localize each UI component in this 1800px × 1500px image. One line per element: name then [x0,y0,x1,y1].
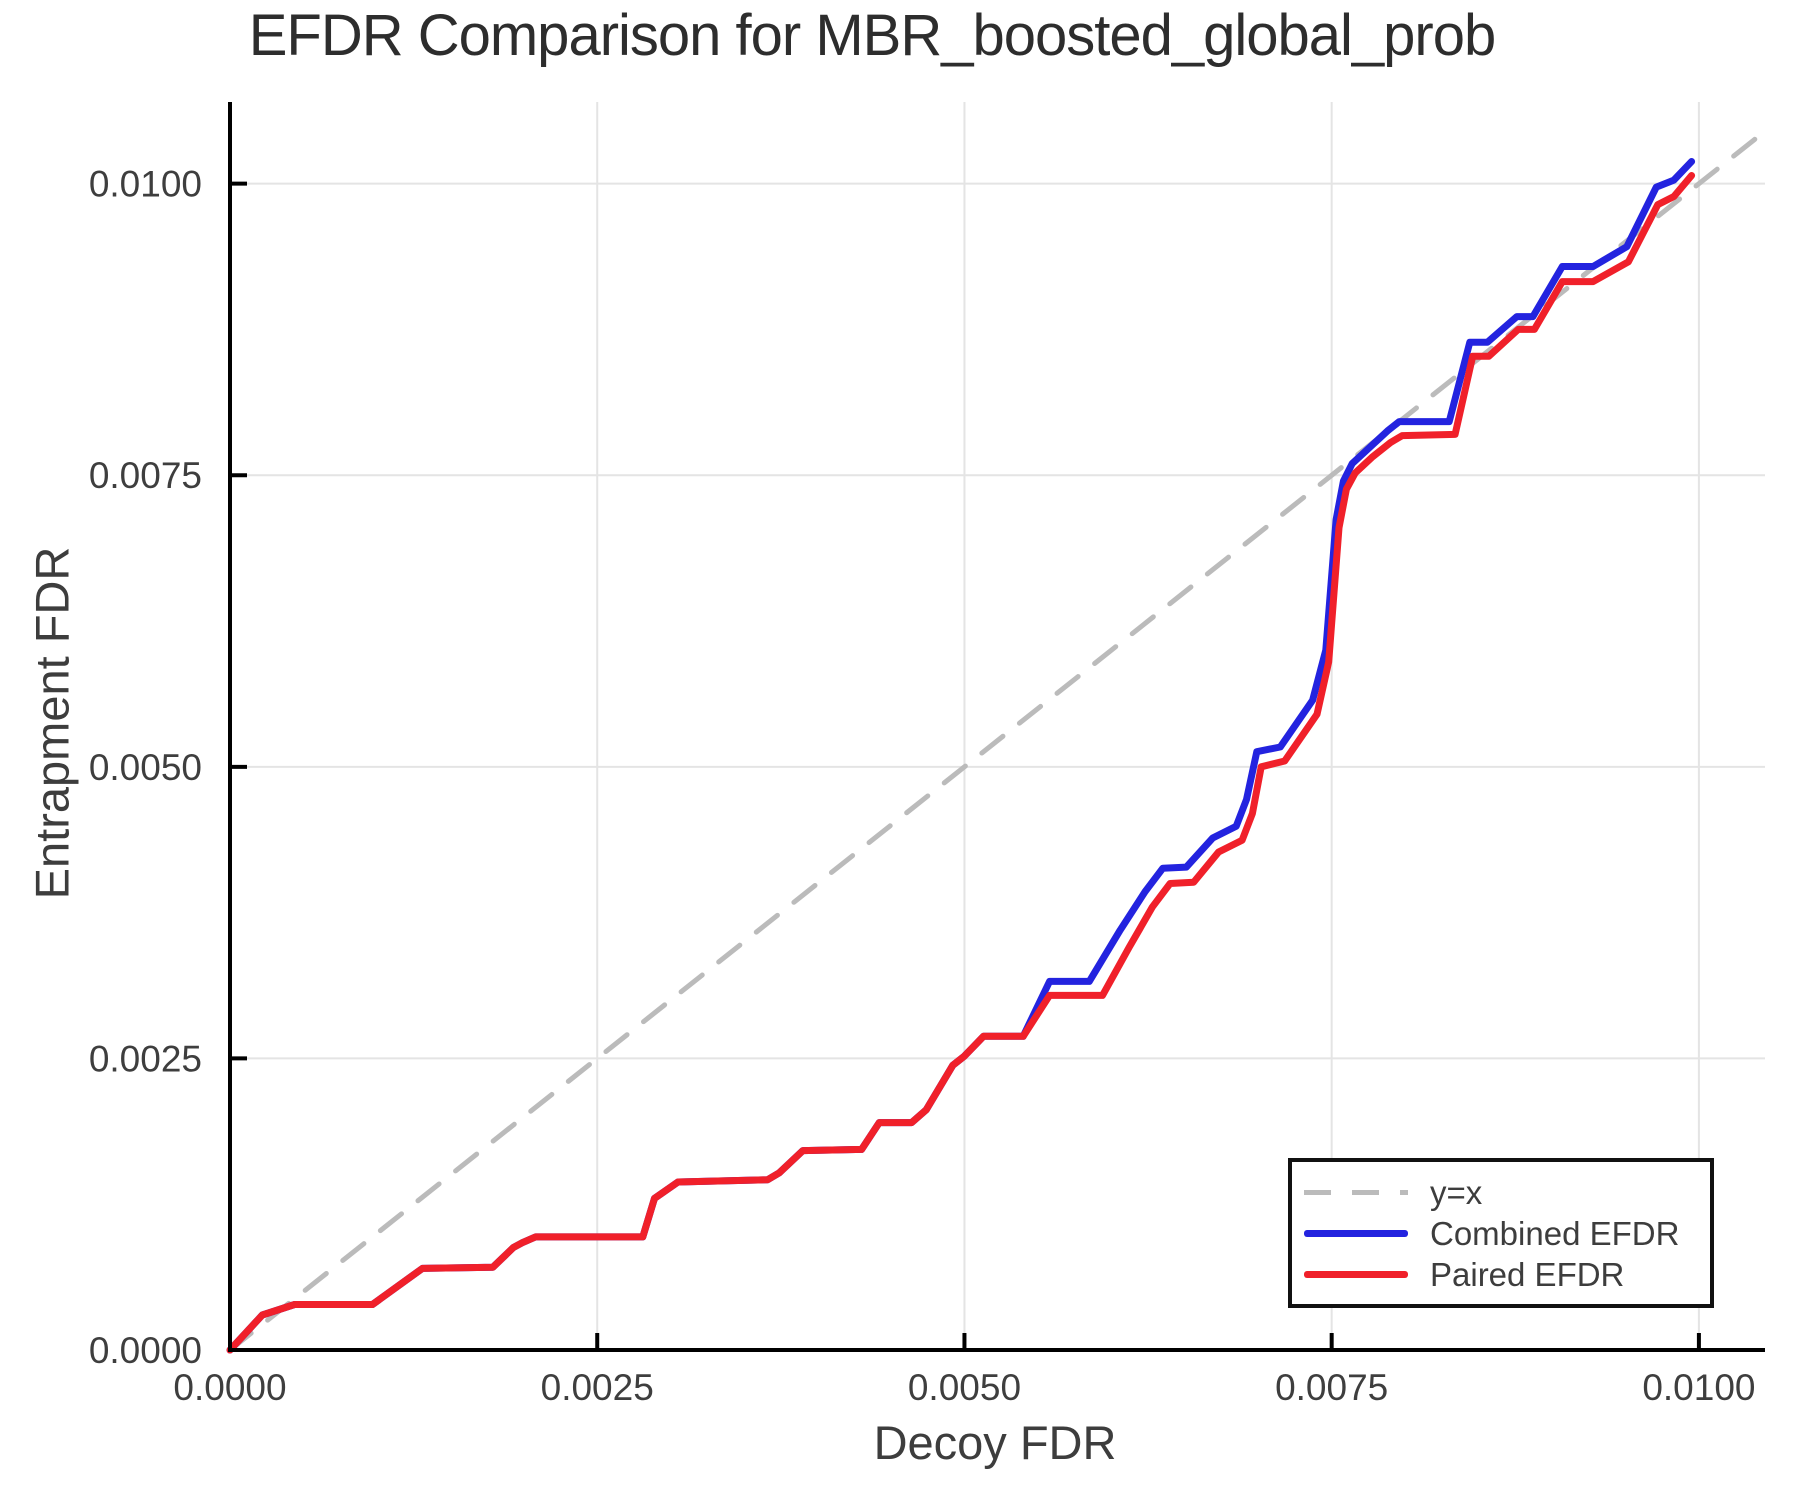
legend-label: Paired EFDR [1430,1255,1625,1293]
y-tick-label: 0.0075 [89,455,202,496]
paired-efdr-line-swatch [1304,1270,1408,1278]
legend: y=x Combined EFDR Paired EFDR [1288,1158,1714,1308]
x-tick-label: 0.0050 [908,1367,1021,1408]
chart-title: EFDR Comparison for MBR_boosted_global_p… [248,3,1497,68]
y-tick-label: 0.0050 [89,747,202,788]
legend-entry-identity: y=x [1304,1173,1710,1211]
x-axis-label: Decoy FDR [873,1416,1117,1469]
x-tick-label: 0.0100 [1642,1367,1755,1408]
legend-label: Combined EFDR [1430,1214,1680,1252]
y-tick-label: 0.0100 [89,164,202,205]
x-tick-label: 0.0075 [1275,1367,1388,1408]
legend-entry-combined-efdr: Combined EFDR [1304,1214,1710,1252]
y-tick-label: 0.0025 [89,1038,202,1079]
legend-entry-paired-efdr: Paired EFDR [1304,1255,1710,1293]
series-line-paired-efdr [226,172,1696,1354]
combined-efdr-line-swatch [1304,1229,1408,1237]
y-axis-label: Entrapment FDR [25,546,79,900]
identity-line-swatch [1304,1189,1408,1195]
x-tick-label: 0.0000 [173,1367,286,1408]
legend-label: y=x [1430,1173,1483,1211]
x-tick-label: 0.0025 [541,1367,654,1408]
y-tick-label: 0.0000 [89,1330,202,1371]
